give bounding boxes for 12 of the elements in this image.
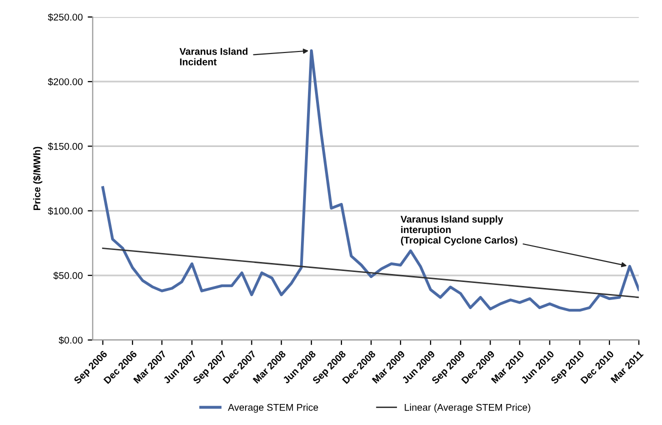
line-series — [101, 49, 639, 312]
y-tick-label: $100.00 — [48, 207, 83, 215]
legend-label: Linear (Average STEM Price) — [404, 404, 530, 413]
legend-label: Average STEM Price — [228, 404, 318, 413]
annotation: Varanus Island supply interuption (Tropical Cyclone Carlos) — [400, 216, 518, 246]
y-tick-label: $150.00 — [48, 142, 83, 150]
y-tick-label: $50.00 — [53, 272, 83, 280]
y-tick-label: $250.00 — [48, 13, 83, 22]
y-axis-title: Price ($/MWh) — [33, 146, 42, 210]
y-tick-label: $200.00 — [48, 78, 83, 86]
y-tick-label: $0.00 — [58, 336, 83, 344]
annotation: Varanus Island Incident — [180, 48, 248, 66]
